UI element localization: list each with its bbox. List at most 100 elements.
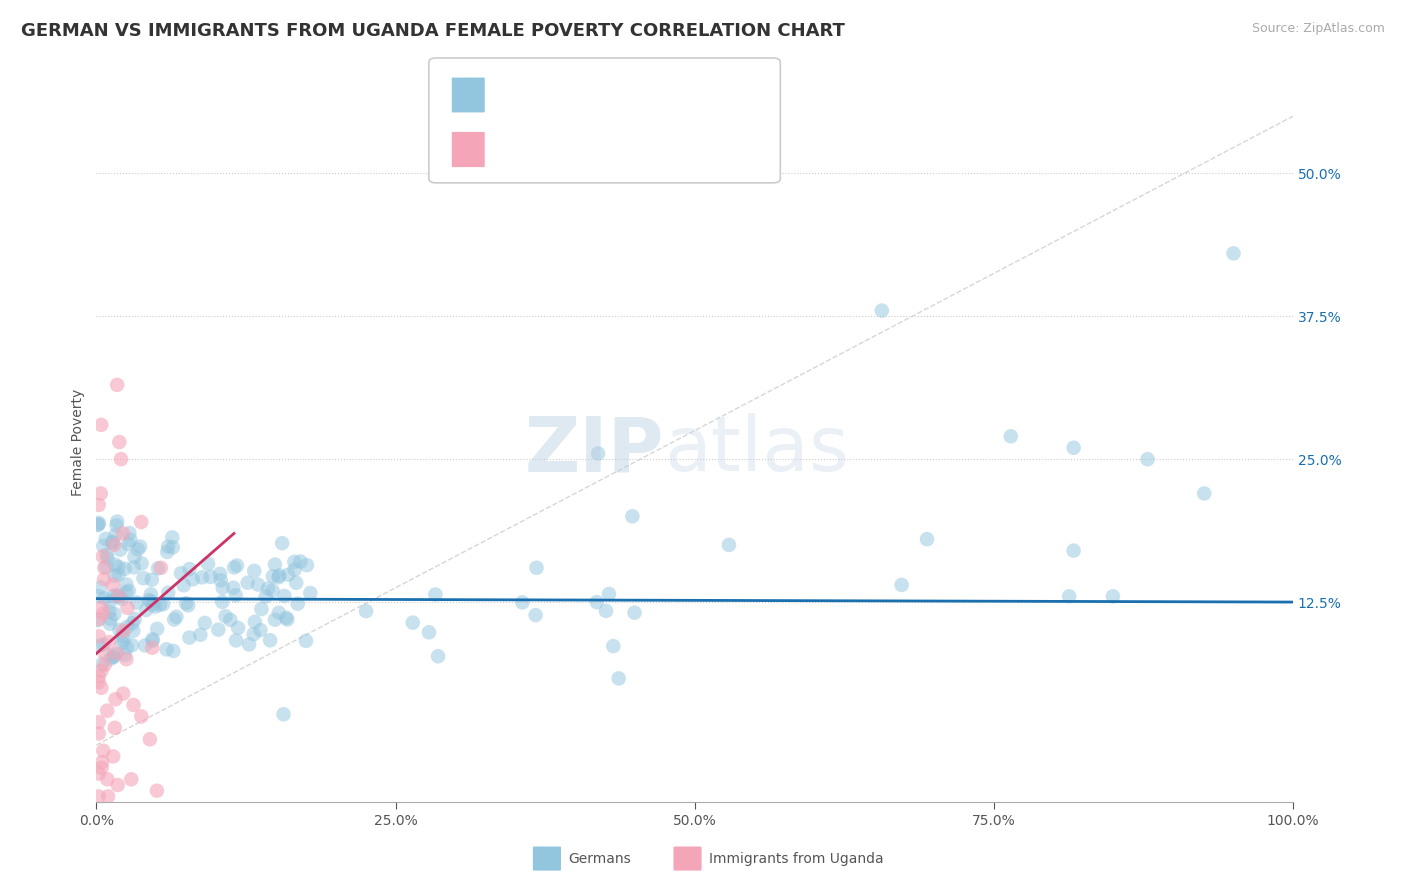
Point [246, 577, 269, 591]
Point [236, 575, 259, 590]
Point [94, 647, 117, 661]
Text: Immigrants from Uganda: Immigrants from Uganda [709, 852, 883, 866]
Point [103, 607, 125, 621]
Text: 0.159: 0.159 [541, 140, 599, 158]
Point [211, 581, 233, 595]
Point [87, 726, 110, 740]
Point [762, 155, 785, 169]
Point [290, 554, 312, 568]
Point [586, 446, 609, 460]
Point [105, 588, 128, 602]
Point [101, 536, 124, 550]
Point [90, 681, 112, 695]
Point [91, 657, 114, 671]
Point [110, 452, 132, 467]
Point [243, 615, 266, 629]
Point [104, 569, 127, 583]
Point [1063, 441, 1085, 455]
Point [139, 587, 162, 601]
Point [225, 633, 247, 648]
Point [257, 582, 280, 596]
Point [115, 640, 138, 655]
Point [262, 569, 284, 583]
Point [139, 732, 162, 747]
Text: 51: 51 [665, 140, 693, 158]
Point [91, 744, 114, 758]
Point [135, 603, 157, 617]
Point [285, 575, 308, 590]
Point [214, 609, 236, 624]
Text: Germans: Germans [568, 852, 631, 866]
Point [91, 755, 114, 769]
Point [211, 595, 233, 609]
Point [174, 596, 197, 610]
Point [139, 594, 162, 608]
Point [120, 772, 142, 787]
Point [254, 590, 277, 604]
Point [86, 613, 108, 627]
Point [111, 636, 134, 650]
Point [98, 605, 121, 619]
Point [915, 532, 938, 546]
Point [107, 778, 129, 792]
Point [146, 622, 169, 636]
Point [173, 578, 195, 592]
Point [200, 570, 222, 584]
Text: N =: N = [626, 140, 662, 158]
Point [299, 586, 322, 600]
Point [114, 648, 136, 662]
Point [427, 649, 450, 664]
Point [87, 669, 110, 683]
Point [96, 772, 118, 787]
Text: 172: 172 [665, 85, 700, 103]
Point [118, 526, 141, 541]
Point [111, 526, 134, 541]
Text: R =: R = [495, 140, 531, 158]
Point [112, 633, 135, 648]
Point [90, 600, 112, 615]
Point [259, 633, 281, 648]
Point [870, 303, 893, 318]
Point [132, 571, 155, 585]
Point [276, 612, 298, 626]
Point [122, 698, 145, 712]
Point [243, 564, 266, 578]
Point [146, 783, 169, 797]
Point [425, 587, 447, 601]
Point [87, 498, 110, 512]
Point [87, 789, 110, 804]
Point [94, 560, 117, 574]
Point [103, 749, 125, 764]
Point [98, 616, 121, 631]
Point [97, 789, 120, 804]
Point [87, 715, 110, 730]
Point [124, 612, 146, 626]
Point [402, 615, 425, 630]
Point [354, 604, 377, 618]
Point [105, 518, 128, 533]
Point [105, 515, 128, 529]
Point [1063, 543, 1085, 558]
Text: ZIP: ZIP [524, 414, 664, 487]
Point [152, 597, 174, 611]
Point [225, 588, 247, 602]
Point [93, 572, 115, 586]
Point [101, 589, 124, 603]
Point [269, 568, 291, 582]
Point [93, 561, 115, 575]
Point [138, 593, 160, 607]
Text: Source: ZipAtlas.com: Source: ZipAtlas.com [1251, 22, 1385, 36]
Point [107, 590, 129, 604]
Point [90, 417, 112, 432]
Point [108, 623, 131, 637]
Point [107, 560, 129, 574]
Point [107, 567, 129, 582]
Point [114, 562, 136, 576]
Point [108, 542, 131, 557]
Point [87, 517, 110, 532]
Point [117, 600, 139, 615]
Point [524, 608, 547, 623]
Text: -0.017: -0.017 [541, 85, 600, 103]
Point [105, 647, 128, 661]
Point [111, 628, 134, 642]
